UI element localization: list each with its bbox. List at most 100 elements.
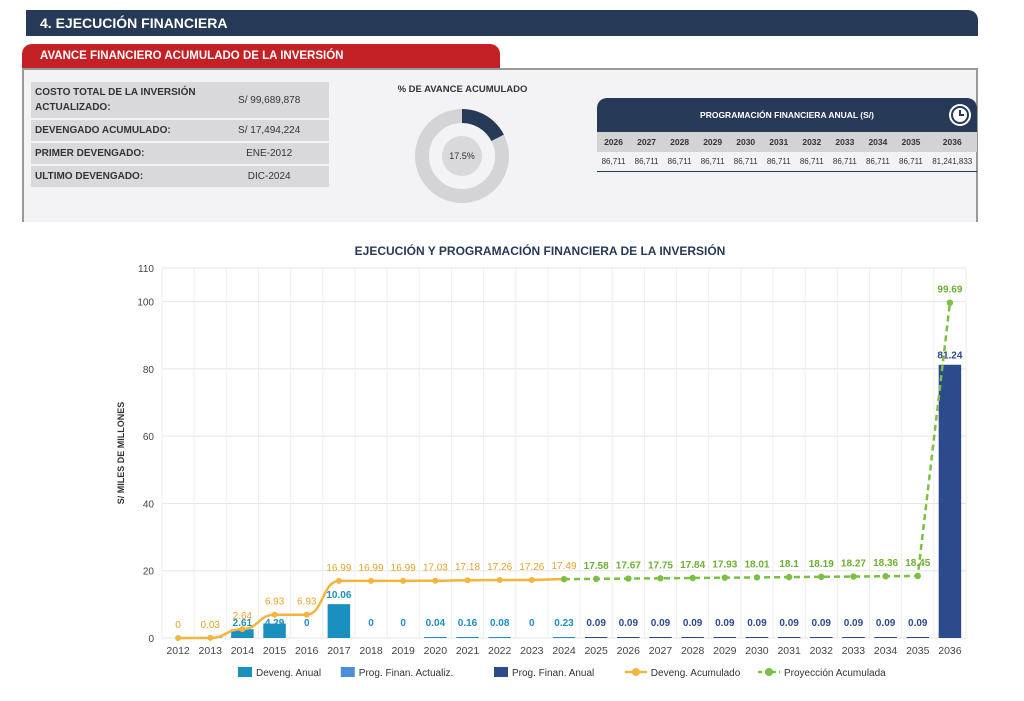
proyeccion-acumulada-point-2030 [753,574,761,581]
deveng-anual-label-2016: 0 [304,618,310,629]
prog-anual-bar-2035 [906,637,930,638]
x-tick-label-2036: 2036 [938,645,962,657]
x-tick-label-2021: 2021 [456,645,480,657]
legend-label-0: Deveng. Anual [256,668,321,679]
prog-year-2032: 2032 [802,137,822,147]
deveng-acumulado-point-2015 [271,611,278,618]
prog-anual-bar-2031 [777,637,801,638]
proyeccion-acumulada-label-2030: 18.01 [744,559,769,570]
section-title: 4. EJECUCIÓN FINANCIERA [40,15,228,31]
prog-value-2030: 86,711 [733,157,758,166]
prog-year-2036: 2036 [942,137,962,147]
proyeccion-acumulada-label-2028: 17.84 [680,560,705,571]
deveng-anual-bar-2020 [424,637,447,638]
prog-anual-bar-2033 [842,637,865,638]
x-tick-label-2022: 2022 [488,645,512,657]
deveng-acumulado-point-2017 [335,577,342,584]
x-tick-label-2027: 2027 [649,645,673,657]
deveng-acumulado-point-2023 [528,576,535,583]
deveng-acumulado-point-2013 [207,634,214,641]
info-label: DEVENGADO ACUMULADO: [35,125,171,136]
info-value: ENE-2012 [246,148,293,159]
proyeccion-acumulada-point-2025 [592,575,600,583]
deveng-acumulado-point-2021 [464,577,471,584]
prog-anual-label-2035: 0.09 [908,618,928,629]
deveng-anual-label-2019: 0 [400,618,406,629]
x-tick-label-2026: 2026 [617,645,641,657]
legend-swatch-2 [494,667,508,677]
deveng-acumulado-label-2015: 6.93 [265,597,285,608]
prog-anual-label-2031: 0.09 [779,618,799,629]
deveng-acumulado-point-2019 [400,577,407,584]
legend-swatch-1 [340,667,355,677]
deveng-acumulado-label-2019: 16.99 [391,563,416,574]
proyeccion-acumulada-point-2029 [721,574,728,581]
x-tick-label-2023: 2023 [520,645,544,657]
deveng-anual-label-2018: 0 [368,618,374,629]
x-tick-label-2030: 2030 [745,645,769,657]
info-row-ultimo: ULTIMO DEVENGADO: DIC-2024 [31,166,329,187]
deveng-anual-bar-2024 [552,637,576,638]
info-label: ULTIMO DEVENGADO: [35,171,144,182]
prog-year-2034: 2034 [868,137,888,147]
deveng-anual-bar-2021 [456,637,479,638]
prog-year-2026: 2026 [604,137,623,147]
deveng-acumulado-label-2017: 16.99 [326,563,351,574]
prog-anual-label-2028: 0.09 [683,618,703,629]
legend-marker-3 [631,668,640,676]
proyeccion-acumulada-point-2031 [785,573,793,581]
y-tick-label: 60 [143,432,155,443]
programacion-values: 86,711 86,711 86,711 86,711 86,711 86,711 86,7… [597,152,977,172]
deveng-acumulado-label-2013: 0.03 [201,620,221,631]
y-tick-label: 20 [143,567,155,578]
donut-label: 17.5% [449,151,475,161]
subsection-header: AVANCE FINANCIERO ACUMULADO DE LA INVERS… [22,44,500,68]
proyeccion-acumulada-label-2031: 18.1 [779,559,799,570]
x-tick-label-2035: 2035 [906,645,930,657]
donut-title: % DE AVANCE ACUMULADO [397,84,528,95]
prog-value-2026: 86,711 [601,157,626,166]
proyeccion-acumulada-label-2032: 18.19 [809,559,834,570]
deveng-anual-label-2024: 0.23 [554,618,574,629]
prog-anual-label-2032: 0.09 [812,618,832,629]
info-row-devengado: DEVENGADO ACUMULADO: S/ 17,494,224 [31,120,329,141]
legend-label-2: Prog. Finan. Anual [512,668,594,679]
proyeccion-acumulada-label-2033: 18.27 [841,559,866,570]
deveng-anual-bar-2017 [327,604,351,638]
prog-year-2027: 2027 [637,137,657,147]
x-tick-label-2032: 2032 [810,645,834,657]
programacion-table: PROGRAMACIÓN FINANCIERA ANUAL (S/) 2026 2… [597,98,977,176]
y-tick-label: 0 [148,634,154,645]
x-tick-label-2025: 2025 [584,645,608,657]
proyeccion-acumulada-point-2035 [914,572,921,580]
prog-anual-label-2033: 0.09 [844,618,864,629]
financial-chart: 0 20 40 60 80 100 110 S/ MILES DE MILLONES 2012 2… [116,264,967,679]
deveng-acumulado-label-2014: 2.64 [233,611,253,622]
deveng-acumulado-label-2024: 17.49 [551,561,576,572]
y-tick-label: 40 [143,499,155,510]
clock-icon[interactable] [949,104,971,126]
deveng-anual-label-2020: 0.04 [426,618,446,629]
proyeccion-acumulada-point-2033 [850,573,857,580]
deveng-acumulado-label-2023: 17.26 [519,562,544,573]
prog-anual-label-2026: 0.09 [619,618,639,629]
legend-marker-4 [765,668,773,676]
deveng-anual-label-2022: 0.08 [490,618,510,629]
prog-value-2027: 86,711 [634,157,659,166]
deveng-anual-label-2014: 2.61 [233,618,253,629]
x-tick-label-2029: 2029 [713,645,737,657]
deveng-acumulado-point-2018 [368,577,375,584]
y-axis-label: S/ MILES DE MILLONES [116,402,126,505]
proyeccion-acumulada-label-2035: 18.45 [905,558,930,569]
prog-anual-label-2030: 0.09 [747,618,767,629]
programacion-years: 2026 2027 2028 2029 2030 2031 2032 2033 2034 2035… [597,132,977,152]
chart-title: EJECUCIÓN Y PROGRAMACIÓN FINANCIERA DE L… [354,244,726,258]
proyeccion-acumulada-label-2027: 17.75 [648,560,673,571]
x-tick-label-2016: 2016 [295,645,319,657]
prog-anual-bar-2025 [584,637,608,638]
deveng-acumulado-label-2022: 17.26 [487,562,512,573]
prog-value-2031: 86,711 [766,157,791,166]
info-row-primer: PRIMER DEVENGADO: ENE-2012 [31,143,329,164]
prog-value-2032: 86,711 [799,157,824,166]
prog-anual-bar-2032 [810,637,833,638]
